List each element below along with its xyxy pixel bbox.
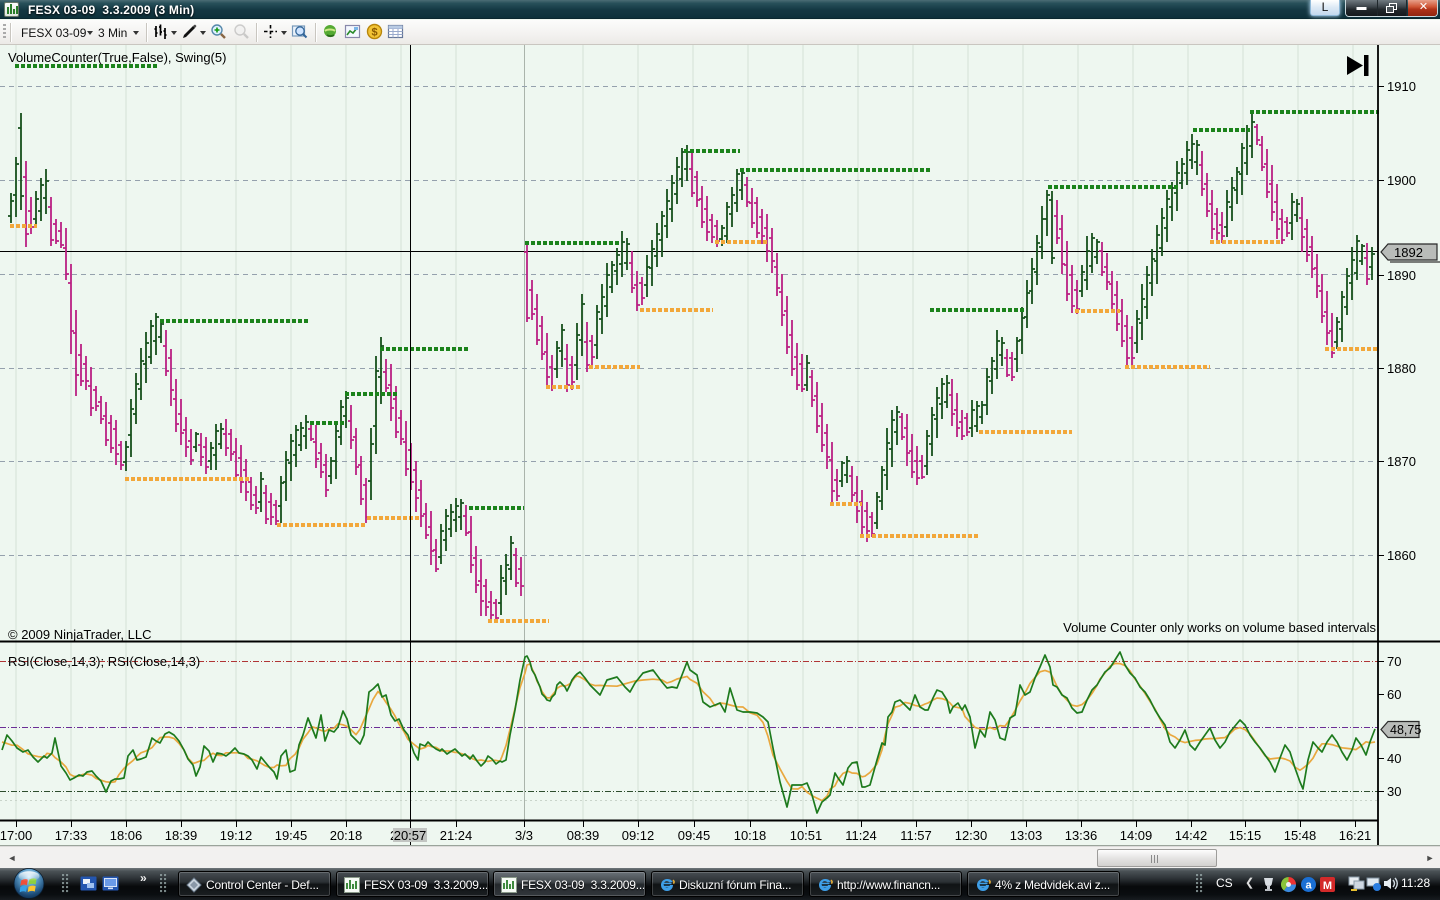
svg-text:60: 60 (1387, 687, 1401, 702)
svg-text:10:51: 10:51 (790, 828, 823, 843)
svg-text:15:15: 15:15 (1229, 828, 1262, 843)
svg-text:VolumeCounter(True,False), Swi: VolumeCounter(True,False), Swing(5) (8, 50, 226, 65)
svg-text:20:57: 20:57 (394, 828, 427, 843)
svg-text:1860: 1860 (1387, 548, 1416, 563)
svg-text:1880: 1880 (1387, 361, 1416, 376)
svg-text:11:24: 11:24 (845, 828, 877, 843)
svg-text:14:42: 14:42 (1175, 828, 1208, 843)
svg-text:14:09: 14:09 (1120, 828, 1153, 843)
svg-text:13:36: 13:36 (1065, 828, 1098, 843)
svg-text:70: 70 (1387, 654, 1401, 669)
svg-text:18:06: 18:06 (110, 828, 143, 843)
svg-text:10:18: 10:18 (734, 828, 767, 843)
svg-text:11:57: 11:57 (900, 828, 932, 843)
svg-text:21:24: 21:24 (440, 828, 473, 843)
svg-text:M: M (1323, 880, 1332, 892)
svg-text:19:12: 19:12 (220, 828, 253, 843)
svg-text:17:00: 17:00 (0, 828, 32, 843)
svg-text:15:48: 15:48 (1284, 828, 1317, 843)
svg-text:40: 40 (1387, 751, 1401, 766)
svg-text:3/3: 3/3 (515, 828, 533, 843)
svg-text:48,75: 48,75 (1390, 723, 1421, 737)
svg-text:1892: 1892 (1394, 245, 1423, 260)
svg-text:08:39: 08:39 (567, 828, 600, 843)
svg-text:30: 30 (1387, 784, 1401, 799)
svg-text:RSI(Close,14,3); RSI(Close,14,: RSI(Close,14,3); RSI(Close,14,3) (8, 654, 200, 669)
svg-text:16:21: 16:21 (1339, 828, 1372, 843)
svg-text:09:12: 09:12 (622, 828, 655, 843)
svg-text:1900: 1900 (1387, 173, 1416, 188)
svg-text:© 2009 NinjaTrader, LLC: © 2009 NinjaTrader, LLC (8, 627, 152, 642)
svg-text:13:03: 13:03 (1010, 828, 1043, 843)
svg-text:19:45: 19:45 (275, 828, 308, 843)
svg-text:12:30: 12:30 (955, 828, 988, 843)
svg-text:1910: 1910 (1387, 79, 1416, 94)
svg-text:18:39: 18:39 (165, 828, 198, 843)
svg-text:$: $ (371, 27, 377, 39)
svg-text:17:33: 17:33 (55, 828, 88, 843)
svg-text:Volume Counter only works on v: Volume Counter only works on volume base… (1063, 620, 1376, 635)
svg-text:20:18: 20:18 (330, 828, 363, 843)
svg-text:09:45: 09:45 (678, 828, 711, 843)
svg-text:1870: 1870 (1387, 454, 1416, 469)
svg-text:a: a (1305, 880, 1312, 892)
svg-text:1890: 1890 (1387, 268, 1416, 283)
